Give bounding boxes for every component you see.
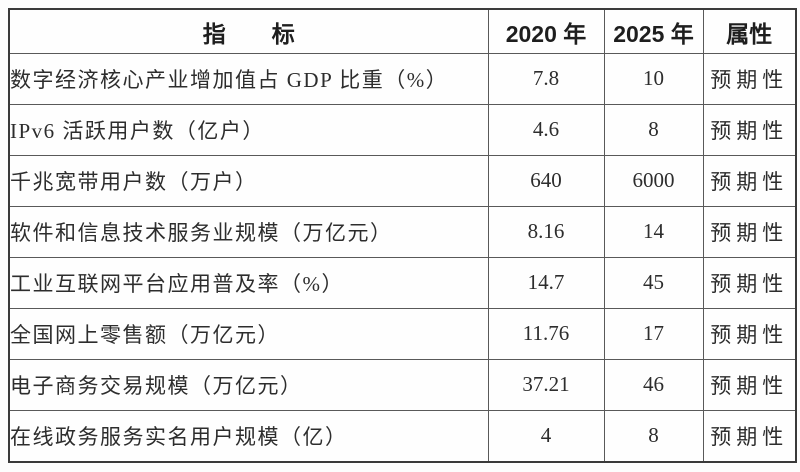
header-2025: 2025 年	[603, 8, 704, 54]
attribute-cell: 预期性	[702, 103, 797, 156]
table-row: 软件和信息技术服务业规模（万亿元） 8.16 14 预期性	[8, 205, 797, 258]
indicator-cell: 软件和信息技术服务业规模（万亿元）	[8, 205, 489, 258]
value-2025-cell: 45	[603, 256, 704, 309]
indicator-cell: 数字经济核心产业增加值占 GDP 比重（%）	[8, 53, 489, 105]
value-2025-cell: 10	[603, 53, 704, 105]
attribute-cell: 预期性	[702, 154, 797, 207]
value-2020-cell: 4.6	[487, 103, 605, 156]
table-row: 电子商务交易规模（万亿元） 37.21 46 预期性	[8, 358, 797, 411]
value-2025-cell: 8	[603, 103, 704, 156]
attribute-cell: 预期性	[702, 256, 797, 309]
table-header-row: 指 标 2020 年 2025 年 属性	[8, 8, 797, 54]
attribute-cell: 预期性	[702, 205, 797, 258]
indicator-cell: 全国网上零售额（万亿元）	[8, 307, 489, 360]
value-2025-cell: 6000	[603, 154, 704, 207]
value-2025-cell: 8	[603, 409, 704, 463]
indicator-cell: IPv6 活跃用户数（亿户）	[8, 103, 489, 156]
value-2025-cell: 17	[603, 307, 704, 360]
attribute-cell: 预期性	[702, 409, 797, 463]
header-2020: 2020 年	[487, 8, 605, 54]
indicator-cell: 工业互联网平台应用普及率（%）	[8, 256, 489, 309]
table-row: IPv6 活跃用户数（亿户） 4.6 8 预期性	[8, 103, 797, 156]
indicators-table: 指 标 2020 年 2025 年 属性 数字经济核心产业增加值占 GDP 比重…	[8, 8, 797, 463]
indicator-cell: 千兆宽带用户数（万户）	[8, 154, 489, 207]
value-2025-cell: 46	[603, 358, 704, 411]
table-row: 数字经济核心产业增加值占 GDP 比重（%） 7.8 10 预期性	[8, 53, 797, 105]
header-attribute: 属性	[702, 8, 797, 54]
indicator-cell: 在线政务服务实名用户规模（亿）	[8, 409, 489, 463]
table-row: 全国网上零售额（万亿元） 11.76 17 预期性	[8, 307, 797, 360]
indicator-cell: 电子商务交易规模（万亿元）	[8, 358, 489, 411]
value-2020-cell: 8.16	[487, 205, 605, 258]
attribute-cell: 预期性	[702, 358, 797, 411]
attribute-cell: 预期性	[702, 53, 797, 105]
value-2020-cell: 14.7	[487, 256, 605, 309]
table-row: 工业互联网平台应用普及率（%） 14.7 45 预期性	[8, 256, 797, 309]
value-2020-cell: 7.8	[487, 53, 605, 105]
table-row: 在线政务服务实名用户规模（亿） 4 8 预期性	[8, 409, 797, 463]
value-2020-cell: 11.76	[487, 307, 605, 360]
value-2020-cell: 640	[487, 154, 605, 207]
value-2025-cell: 14	[603, 205, 704, 258]
header-indicator: 指 标	[8, 8, 489, 54]
attribute-cell: 预期性	[702, 307, 797, 360]
table-row: 千兆宽带用户数（万户） 640 6000 预期性	[8, 154, 797, 207]
value-2020-cell: 37.21	[487, 358, 605, 411]
value-2020-cell: 4	[487, 409, 605, 463]
